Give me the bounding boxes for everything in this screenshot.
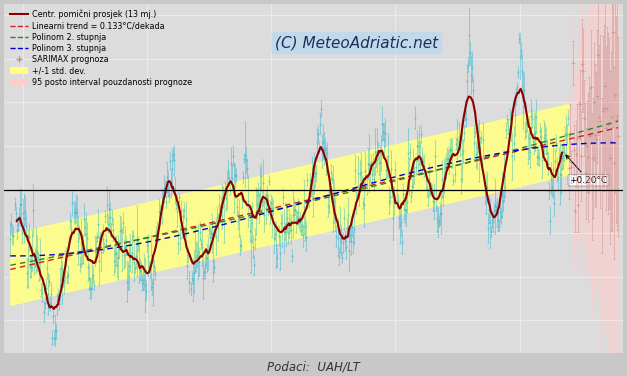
Text: Podaci:  UAH/LT: Podaci: UAH/LT (267, 360, 360, 373)
Text: +0.20°C: +0.20°C (566, 155, 608, 185)
Legend: Centr. pomični prosjek (13 mj.), Linearni trend = 0.133°C/dekada, Polinom 2. stu: Centr. pomični prosjek (13 mj.), Linearn… (8, 8, 193, 88)
Text: (C) MeteoAdriatic.net: (C) MeteoAdriatic.net (275, 36, 438, 50)
